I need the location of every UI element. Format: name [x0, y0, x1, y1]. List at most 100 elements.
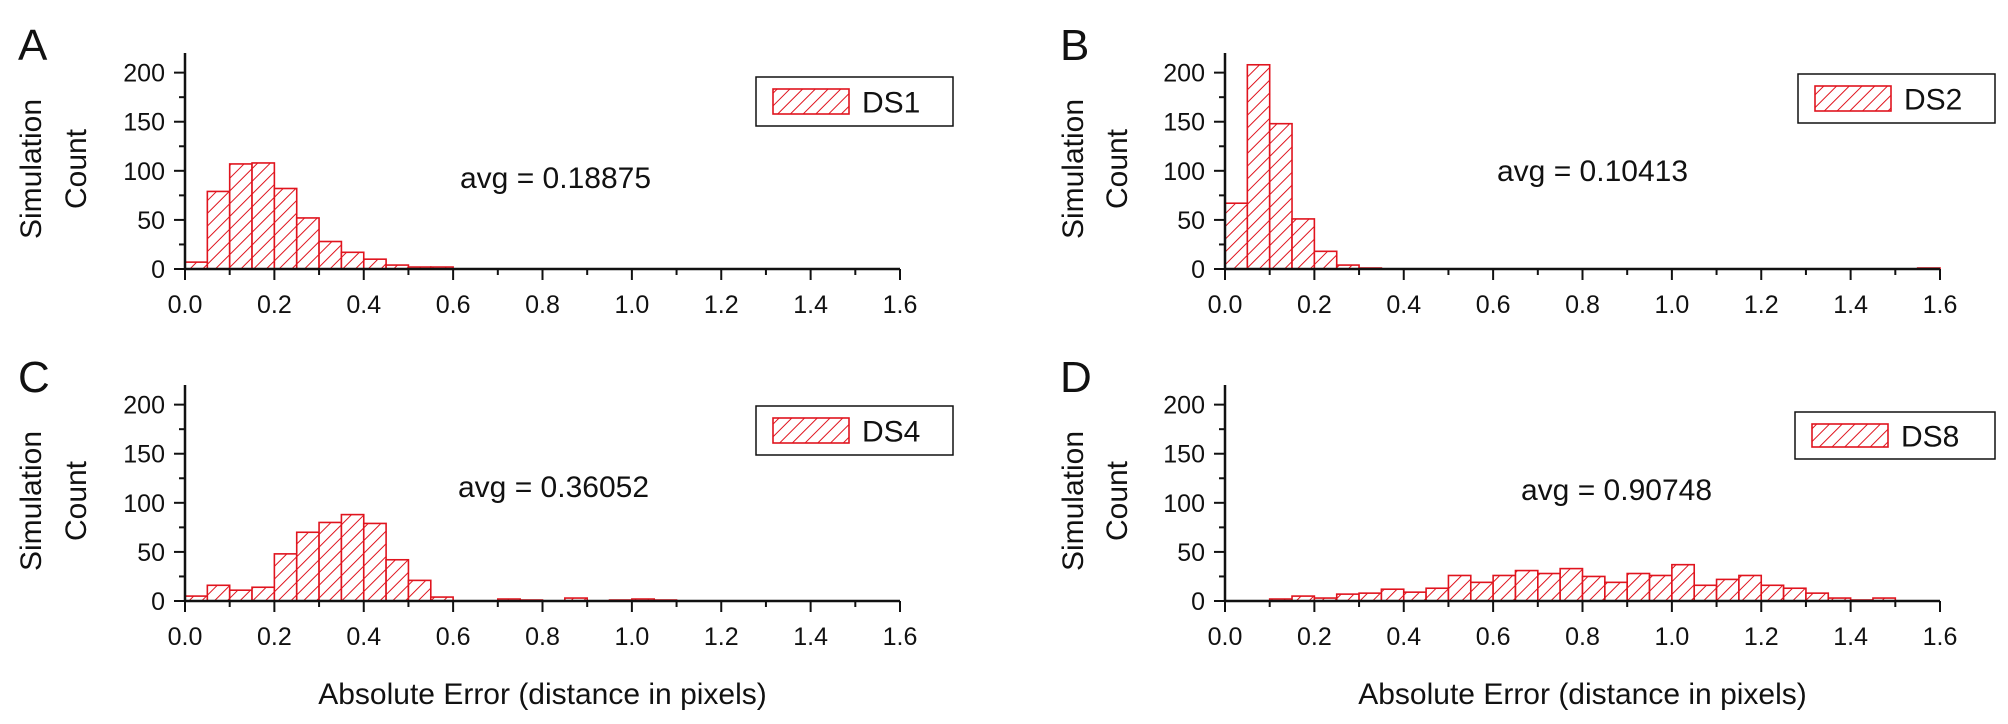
legend-swatch	[772, 88, 850, 115]
histogram-bar	[1425, 587, 1450, 602]
panel-letter: C	[18, 353, 50, 402]
histogram-bar	[1492, 574, 1517, 602]
histogram-bar	[1380, 588, 1405, 602]
y-tick-label: 0	[1191, 588, 1205, 616]
bars	[184, 162, 454, 270]
x-tick-label: 1.4	[793, 291, 828, 319]
x-tick-label: 1.2	[1744, 623, 1779, 651]
x-tick-label: 0.0	[168, 623, 203, 651]
chart-panel-b: 0.0 0.2 0.4 0.6 0.8 1.0 1.2 1.4 1.6 0 50 100 150 200 S…	[1057, 21, 1996, 319]
histogram-bar	[1537, 572, 1561, 602]
x-tick-label: 1.0	[614, 623, 649, 651]
histogram-bar	[1514, 569, 1539, 602]
chart-panel-c: 0.0 0.2 0.4 0.6 0.8 1.0 1.2 1.4 1.6 0 50 100 150 200 S…	[15, 353, 954, 711]
histogram-bar	[1313, 250, 1338, 270]
histogram-bar	[1402, 591, 1427, 602]
x-tick-label: 0.0	[1208, 623, 1243, 651]
legend: DS1	[755, 76, 954, 127]
x-tick-label: 0.2	[1297, 291, 1332, 319]
x-tick-label: 0.0	[168, 291, 203, 319]
histogram-bar	[1291, 218, 1316, 270]
legend-swatch	[1811, 423, 1889, 448]
panel-letter: A	[18, 21, 48, 70]
x-axis-label: Absolute Error (distance in pixels)	[318, 678, 767, 711]
histogram-bar	[273, 187, 298, 270]
legend-label: DS4	[862, 416, 920, 449]
y-tick-label: 100	[1163, 158, 1205, 186]
histogram-bar	[1559, 567, 1584, 602]
y-axis-label-line2: Count	[1101, 128, 1134, 209]
x-tick-label: 0.8	[525, 623, 560, 651]
y-tick-label: 150	[123, 441, 165, 469]
average-annotation: avg = 0.36052	[458, 471, 649, 504]
legend-box	[755, 76, 954, 127]
histogram-bar	[1604, 581, 1628, 602]
x-tick-label: 1.2	[704, 623, 739, 651]
histogram-bar	[1782, 587, 1807, 602]
average-annotation: avg = 0.10413	[1497, 155, 1688, 188]
histogram-bar	[318, 240, 343, 270]
panel-letter: D	[1060, 353, 1092, 402]
x-tick-label: 0.4	[346, 291, 381, 319]
y-tick-label: 50	[137, 539, 165, 567]
y-tick-label: 150	[1163, 441, 1205, 469]
legend-swatch	[772, 417, 850, 444]
x-tick-label: 1.2	[1744, 291, 1779, 319]
histogram-bar	[295, 531, 320, 602]
x-tick-label: 1.0	[1654, 291, 1689, 319]
histogram-bar	[318, 521, 343, 602]
histogram-bar	[385, 558, 410, 602]
histogram-bar	[407, 579, 432, 602]
y-tick-label: 0	[151, 588, 165, 616]
legend-label: DS2	[1904, 84, 1962, 117]
histogram-bar	[1693, 584, 1718, 602]
chart-panel-a: 0.0 0.2 0.4 0.6 0.8 1.0 1.2 1.4 1.6 0 50 100 150 200 S…	[15, 21, 954, 319]
x-tick-label: 0.8	[1565, 291, 1600, 319]
x-tick-label: 0.2	[1297, 623, 1332, 651]
histogram-bar	[251, 586, 276, 602]
legend-label: DS8	[1901, 421, 1959, 454]
chart-panel-d: 0.0 0.2 0.4 0.6 0.8 1.0 1.2 1.4 1.6 0 50 100 150 200 S…	[1057, 353, 1996, 711]
legend-label: DS1	[862, 87, 920, 120]
legend: DS8	[1794, 411, 1996, 460]
x-tick-label: 1.6	[883, 291, 918, 319]
histogram-bar	[295, 217, 320, 270]
y-axis-label-line1: Simulation	[1057, 99, 1090, 239]
y-tick-label: 50	[137, 207, 165, 235]
histogram-bar	[1469, 581, 1494, 602]
x-tick-label: 1.6	[883, 623, 918, 651]
y-tick-label: 0	[151, 256, 165, 284]
legend: DS2	[1797, 73, 1996, 124]
y-tick-label: 50	[1177, 539, 1205, 567]
histogram-bar	[1648, 574, 1673, 602]
y-tick-label: 200	[123, 392, 165, 420]
histogram-bar	[362, 258, 387, 270]
y-axis-label-line2: Count	[60, 128, 93, 209]
histogram-bar	[1224, 202, 1249, 270]
x-tick-label: 1.2	[704, 291, 739, 319]
x-tick-label: 1.0	[1654, 623, 1689, 651]
histogram-bar	[273, 553, 298, 602]
x-tick-label: 0.6	[436, 291, 471, 319]
average-annotation: avg = 0.90748	[1521, 474, 1712, 507]
legend: DS4	[755, 405, 954, 456]
histogram-bar	[1246, 63, 1271, 270]
histogram-bar	[1268, 122, 1293, 270]
histogram-bar	[1715, 578, 1740, 602]
x-tick-label: 0.4	[1386, 623, 1421, 651]
average-annotation: avg = 0.18875	[460, 162, 651, 195]
y-axis-label-line1: Simulation	[15, 431, 48, 571]
x-tick-label: 0.8	[525, 291, 560, 319]
x-tick-label: 1.0	[614, 291, 649, 319]
x-tick-label: 0.2	[257, 291, 292, 319]
y-axis-label-line2: Count	[1101, 460, 1134, 541]
y-axis-label-line1: Simulation	[15, 99, 48, 239]
y-tick-label: 50	[1177, 207, 1205, 235]
histogram-bar	[1738, 574, 1763, 602]
bars	[184, 513, 678, 602]
x-tick-label: 0.0	[1208, 291, 1243, 319]
x-tick-label: 0.2	[257, 623, 292, 651]
y-tick-label: 150	[1163, 109, 1205, 137]
x-tick-label: 0.6	[436, 623, 471, 651]
panel-letter: B	[1060, 21, 1089, 70]
